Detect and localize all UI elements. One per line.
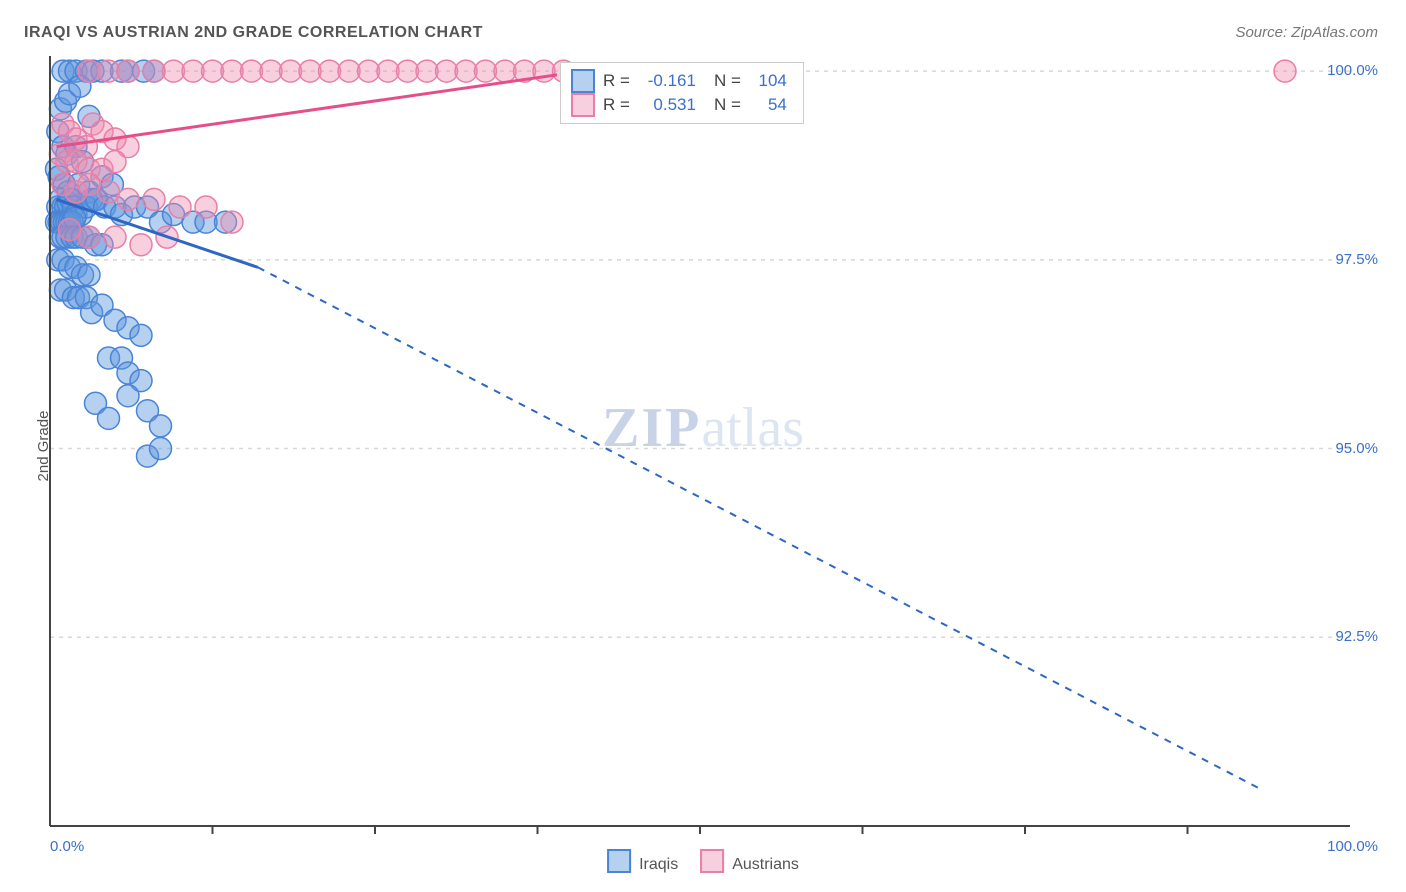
- y-tick-label: 97.5%: [1335, 251, 1378, 268]
- austrians-point: [319, 60, 341, 82]
- austrians-point: [358, 60, 380, 82]
- legend-row: R = -0.161 N = 104: [571, 69, 787, 93]
- scatter-chart: [0, 0, 1406, 892]
- austrians-point: [195, 196, 217, 218]
- legend-item: Austrians: [700, 849, 799, 874]
- austrians-point: [143, 60, 165, 82]
- y-tick-label: 100.0%: [1327, 62, 1378, 79]
- austrians-point: [397, 60, 419, 82]
- austrians-point: [221, 60, 243, 82]
- n-value: 104: [749, 69, 787, 93]
- austrians-point: [338, 60, 360, 82]
- austrians-point: [475, 60, 497, 82]
- iraqis-point: [150, 438, 172, 460]
- austrians-point: [436, 60, 458, 82]
- austrians-point: [377, 60, 399, 82]
- iraqis-point: [78, 264, 100, 286]
- legend-row: R = 0.531 N = 54: [571, 93, 787, 117]
- austrians-point: [494, 60, 516, 82]
- iraqis-trendline-projection: [258, 267, 1259, 788]
- legend-swatch: [571, 69, 595, 93]
- austrians-point: [221, 211, 243, 233]
- austrians-trendline: [57, 75, 558, 147]
- iraqis-point: [98, 407, 120, 429]
- legend-swatch: [571, 93, 595, 117]
- austrians-point: [455, 60, 477, 82]
- r-label: R =: [603, 93, 630, 117]
- austrians-point: [98, 60, 120, 82]
- austrians-point: [78, 60, 100, 82]
- austrians-point: [241, 60, 263, 82]
- legend-item: Iraqis: [607, 849, 678, 874]
- austrians-point: [202, 60, 224, 82]
- austrians-point: [117, 60, 139, 82]
- austrians-point: [143, 188, 165, 210]
- austrians-point: [260, 60, 282, 82]
- austrians-point: [59, 219, 81, 241]
- legend-label: Iraqis: [639, 856, 678, 873]
- r-value: 0.531: [638, 93, 696, 117]
- austrians-point: [182, 60, 204, 82]
- austrians-point: [163, 60, 185, 82]
- austrians-point: [104, 226, 126, 248]
- iraqis-point: [150, 415, 172, 437]
- austrians-point: [299, 60, 321, 82]
- austrians-point: [78, 173, 100, 195]
- y-tick-label: 92.5%: [1335, 628, 1378, 645]
- series-legend: Iraqis Austrians: [607, 849, 799, 874]
- austrians-point: [1274, 60, 1296, 82]
- austrians-point: [416, 60, 438, 82]
- n-value: 54: [749, 93, 787, 117]
- austrians-point: [78, 226, 100, 248]
- austrians-point: [117, 188, 139, 210]
- austrians-point: [280, 60, 302, 82]
- austrians-point: [130, 234, 152, 256]
- x-tick-label: 100.0%: [1327, 838, 1378, 855]
- legend-label: Austrians: [732, 856, 799, 873]
- x-tick-label: 0.0%: [50, 838, 84, 855]
- legend-swatch: [700, 849, 724, 873]
- austrians-point: [98, 181, 120, 203]
- austrians-point: [104, 151, 126, 173]
- iraqis-point: [130, 324, 152, 346]
- correlation-legend: R = -0.161 N = 104 R = 0.531 N = 54: [560, 62, 804, 124]
- r-label: R =: [603, 69, 630, 93]
- iraqis-point: [117, 385, 139, 407]
- legend-swatch: [607, 849, 631, 873]
- n-label: N =: [714, 69, 741, 93]
- r-value: -0.161: [638, 69, 696, 93]
- n-label: N =: [714, 93, 741, 117]
- y-tick-label: 95.0%: [1335, 440, 1378, 457]
- austrians-point: [169, 196, 191, 218]
